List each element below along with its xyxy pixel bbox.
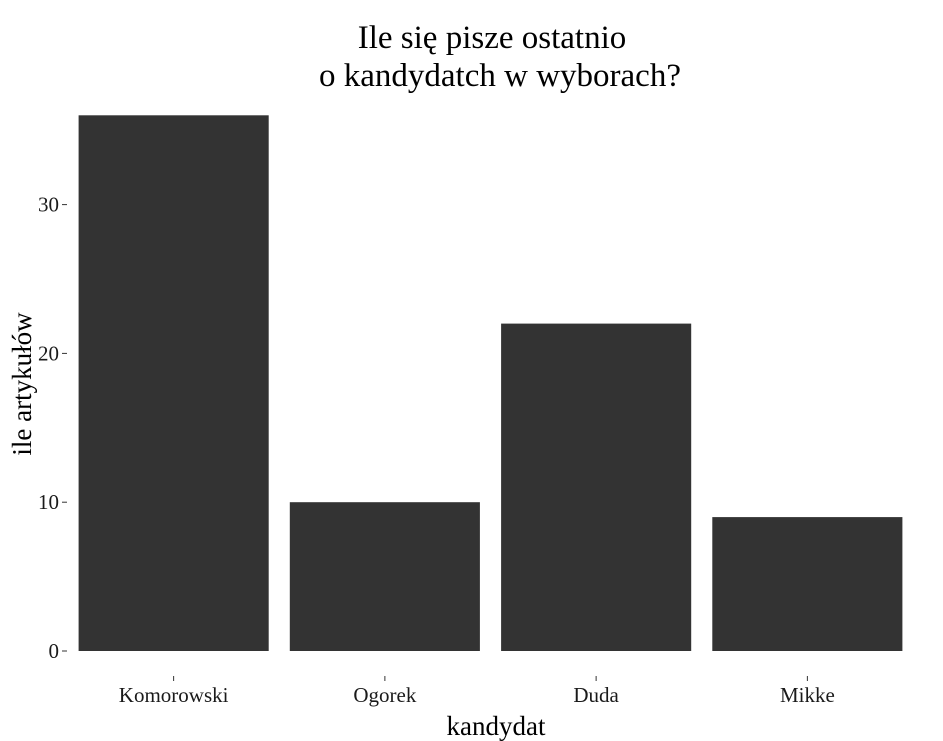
title-line-1: Ile się pisze ostatnio: [358, 20, 627, 56]
title-line-2: o kandydatch w wyborach?: [319, 58, 681, 94]
bar-mikke: [712, 517, 903, 651]
y-tick-label-20: 20: [38, 341, 59, 365]
bar-duda: [501, 323, 692, 651]
y-tick-label-10: 10: [38, 490, 59, 514]
bar-ogorek: [289, 502, 480, 651]
x-tick-label-mikke: Mikke: [780, 683, 835, 707]
x-tick-label-duda: Duda: [573, 683, 619, 707]
y-axis: 0 10 20 30: [38, 193, 67, 663]
y-tick-label-0: 0: [49, 639, 60, 663]
bar-komorowski: [78, 115, 269, 652]
x-tick-label-ogorek: Ogorek: [353, 683, 416, 707]
chart-title: Ile się pisze ostatnio o kandydatch w wy…: [319, 20, 681, 94]
x-axis-title: kandydat: [447, 711, 546, 741]
y-axis-title: ile artykułów: [7, 312, 37, 456]
x-tick-label-komorowski: Komorowski: [119, 683, 229, 707]
bars: [78, 115, 903, 652]
x-axis: Komorowski Ogorek Duda Mikke: [119, 676, 835, 707]
y-tick-label-30: 30: [38, 193, 59, 217]
